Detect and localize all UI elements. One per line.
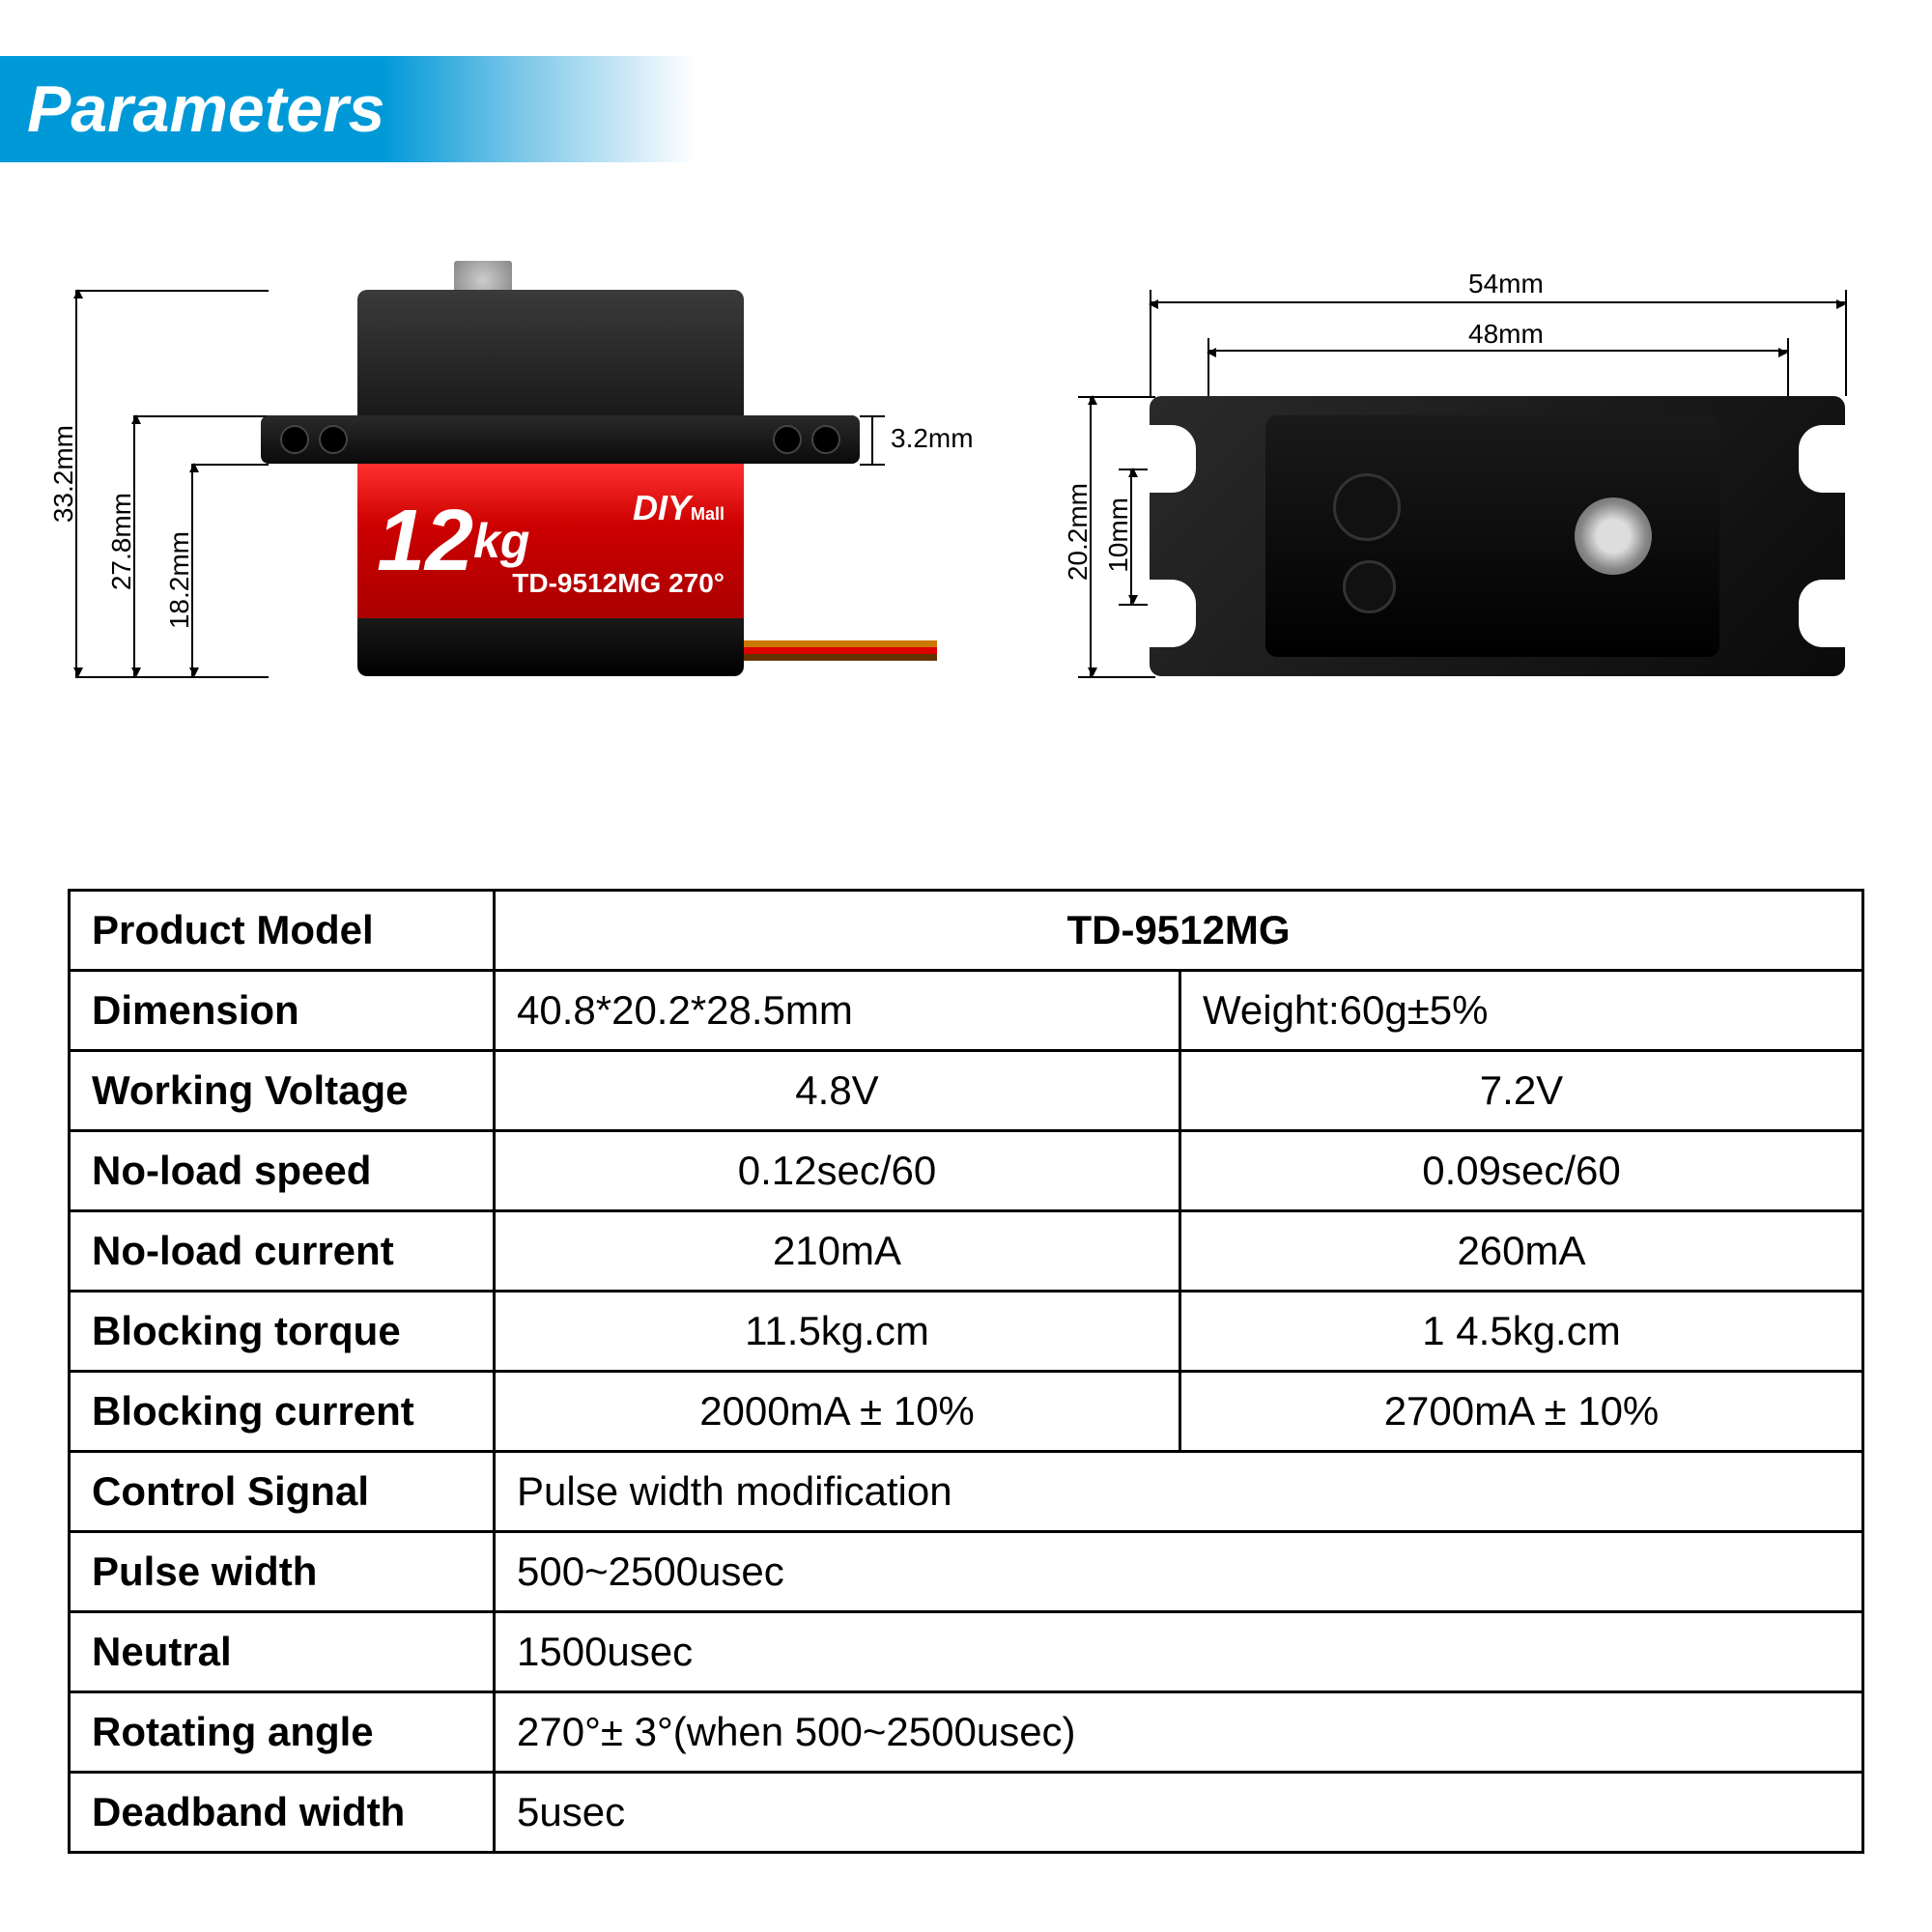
mount-notch-icon — [1148, 425, 1196, 493]
torque-number: 12 — [377, 497, 473, 584]
table-row: Working Voltage4.8V7.2V — [70, 1051, 1863, 1131]
servo-side-view: 33.2mm 27.8mm 18.2mm 3.2mm 12 kg — [58, 251, 947, 753]
dim-18-2: 18.2mm — [164, 531, 195, 629]
servo-lower-case — [357, 618, 744, 676]
mount-hole-icon — [773, 425, 802, 454]
table-row: Neutral1500usec — [70, 1612, 1863, 1692]
header-banner: Parameters — [0, 56, 696, 162]
dim-line-54 — [1150, 301, 1845, 303]
spec-value: 260mA — [1180, 1211, 1863, 1292]
table-row: Dimension40.8*20.2*28.5mmWeight:60g±5% — [70, 971, 1863, 1051]
spec-value: 1 4.5kg.cm — [1180, 1292, 1863, 1372]
mount-hole-icon — [811, 425, 840, 454]
mount-hole-icon — [319, 425, 348, 454]
spec-label: Working Voltage — [70, 1051, 495, 1131]
spec-label: Control Signal — [70, 1452, 495, 1532]
dim-10: 10mm — [1103, 497, 1134, 573]
spec-value: TD-9512MG — [495, 891, 1863, 971]
dim-line-48 — [1208, 350, 1787, 352]
torque-unit: kg — [473, 513, 529, 569]
output-spline-icon — [1575, 497, 1652, 575]
table-row: Blocking current2000mA ± 10%2700mA ± 10% — [70, 1372, 1863, 1452]
model-code: TD-9512MG 270° — [512, 568, 724, 599]
spec-label: Blocking current — [70, 1372, 495, 1452]
spec-value: 4.8V — [495, 1051, 1180, 1131]
dim-48: 48mm — [1468, 319, 1544, 350]
table-row: Deadband width5usec — [70, 1773, 1863, 1853]
dimension-diagrams: 33.2mm 27.8mm 18.2mm 3.2mm 12 kg — [0, 222, 1932, 802]
spec-label: Pulse width — [70, 1532, 495, 1612]
spec-value: 210mA — [495, 1211, 1180, 1292]
header-title: Parameters — [27, 71, 384, 147]
spec-value: 11.5kg.cm — [495, 1292, 1180, 1372]
screw-boss-icon — [1333, 473, 1401, 541]
spec-value: Weight:60g±5% — [1180, 971, 1863, 1051]
servo-body: 12 kg DIYMall TD-9512MG 270° — [261, 290, 860, 696]
spec-value: 5usec — [495, 1773, 1863, 1853]
spec-table: Product ModelTD-9512MGDimension40.8*20.2… — [68, 889, 1864, 1854]
servo-upper-case — [357, 290, 744, 415]
table-row: No-load speed0.12sec/600.09sec/60 — [70, 1131, 1863, 1211]
spec-value: 0.12sec/60 — [495, 1131, 1180, 1211]
table-row: Pulse width500~2500usec — [70, 1532, 1863, 1612]
spec-value: 1500usec — [495, 1612, 1863, 1692]
dim-33-2: 33.2mm — [48, 425, 79, 523]
table-row: No-load current210mA260mA — [70, 1211, 1863, 1292]
spec-label: Product Model — [70, 891, 495, 971]
mount-notch-icon — [1799, 425, 1847, 493]
mount-hole-icon — [280, 425, 309, 454]
servo-top-plate — [1265, 415, 1719, 657]
spec-value: 2700mA ± 10% — [1180, 1372, 1863, 1452]
spec-label: Neutral — [70, 1612, 495, 1692]
mount-notch-icon — [1799, 580, 1847, 647]
spec-label: No-load current — [70, 1211, 495, 1292]
dim-3-2: 3.2mm — [891, 423, 974, 454]
spec-value: 0.09sec/60 — [1180, 1131, 1863, 1211]
dim-20-2: 20.2mm — [1063, 483, 1094, 581]
dim-27-8: 27.8mm — [106, 493, 137, 590]
spec-label: No-load speed — [70, 1131, 495, 1211]
spec-value: 2000mA ± 10% — [495, 1372, 1180, 1452]
spec-label: Dimension — [70, 971, 495, 1051]
spec-label: Rotating angle — [70, 1692, 495, 1773]
spec-value: Pulse width modification — [495, 1452, 1863, 1532]
table-row: Blocking torque11.5kg.cm1 4.5kg.cm — [70, 1292, 1863, 1372]
servo-wire-icon — [744, 638, 937, 667]
spec-value: 40.8*20.2*28.5mm — [495, 971, 1180, 1051]
servo-top-view: 54mm 48mm 20.2mm 10mm — [1063, 280, 1874, 744]
table-row: Control SignalPulse width modification — [70, 1452, 1863, 1532]
servo-top-body — [1150, 396, 1845, 676]
table-row: Product ModelTD-9512MG — [70, 891, 1863, 971]
mount-notch-icon — [1148, 580, 1196, 647]
brand-logo: DIYMall — [633, 488, 724, 528]
dim-line-3-2 — [871, 415, 873, 464]
servo-mount-flange — [261, 415, 860, 464]
dim-54: 54mm — [1468, 269, 1544, 299]
table-row: Rotating angle270°± 3°(when 500~2500usec… — [70, 1692, 1863, 1773]
spec-value: 7.2V — [1180, 1051, 1863, 1131]
screw-boss-icon — [1343, 560, 1396, 613]
spec-label: Blocking torque — [70, 1292, 495, 1372]
spec-value: 270°± 3°(when 500~2500usec) — [495, 1692, 1863, 1773]
servo-label-band: 12 kg DIYMall TD-9512MG 270° — [357, 464, 744, 618]
spec-value: 500~2500usec — [495, 1532, 1863, 1612]
spec-label: Deadband width — [70, 1773, 495, 1853]
